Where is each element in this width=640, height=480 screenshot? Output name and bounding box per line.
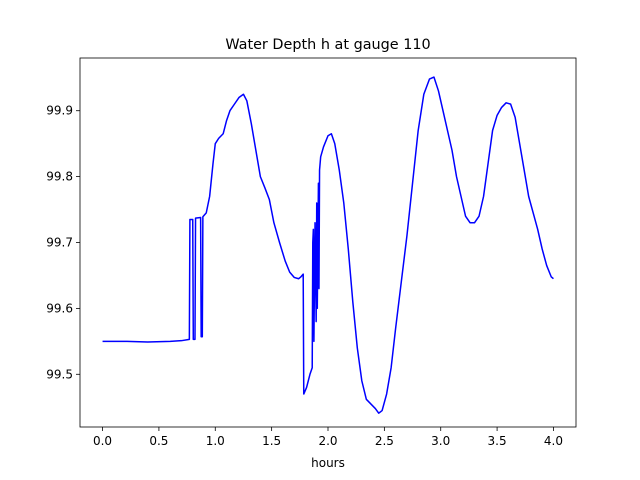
x-tick-label: 0.5 xyxy=(149,434,168,448)
y-tick-label: 99.7 xyxy=(46,236,73,250)
y-tick-label: 99.9 xyxy=(46,104,73,118)
plot-area xyxy=(102,76,554,414)
x-axis-title: hours xyxy=(311,456,345,470)
x-tick-label: 1.5 xyxy=(262,434,281,448)
series-line xyxy=(102,76,554,414)
x-tick-label: 3.0 xyxy=(431,434,450,448)
x-tick-label: 2.0 xyxy=(318,434,337,448)
x-tick-label: 4.0 xyxy=(544,434,563,448)
y-tick-label: 99.8 xyxy=(46,170,73,184)
x-tick-label: 0.0 xyxy=(93,434,112,448)
y-axis: 99.5 99.6 99.7 99.8 99.9 xyxy=(46,104,80,381)
x-tick-label: 3.5 xyxy=(488,434,507,448)
y-tick-label: 99.5 xyxy=(46,367,73,381)
y-tick-label: 99.6 xyxy=(46,301,73,315)
chart-title: Water Depth h at gauge 110 xyxy=(225,37,430,53)
x-tick-label: 2.5 xyxy=(375,434,394,448)
x-axis: 0.0 0.5 1.0 1.5 2.0 2.5 3.0 3.5 4.0 xyxy=(93,427,563,448)
x-tick-label: 1.0 xyxy=(206,434,225,448)
